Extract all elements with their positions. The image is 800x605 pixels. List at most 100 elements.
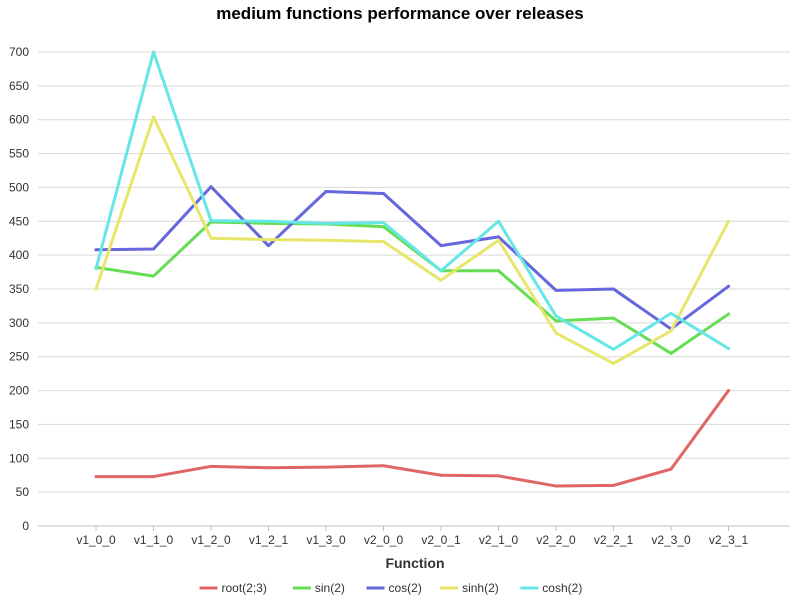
series-line: [94, 220, 730, 355]
y-tick-label: 450: [9, 214, 29, 228]
data-point: [324, 221, 328, 225]
legend-item: sin(2): [292, 581, 345, 595]
data-point: [267, 466, 270, 470]
data-point: [209, 185, 213, 189]
data-point: [324, 238, 328, 242]
legend-label: cos(2): [389, 581, 422, 595]
data-point: [727, 347, 730, 351]
data-point: [439, 473, 443, 477]
series-line: [94, 115, 730, 365]
x-tick-label: v2_3_1: [709, 533, 749, 547]
legend-item: cos(2): [366, 581, 422, 595]
x-axis-label: Function: [385, 555, 444, 571]
gridlines: [38, 51, 790, 527]
data-point: [267, 219, 270, 223]
y-tick-label: 0: [22, 519, 29, 533]
x-tick-label: v1_1_0: [134, 533, 174, 547]
x-tick-label: v1_2_1: [249, 533, 289, 547]
data-point: [554, 319, 558, 323]
data-point: [669, 351, 673, 355]
legend: root(2;3) sin(2) cos(2) sinh(2) cosh(2): [199, 581, 582, 595]
data-point: [152, 247, 155, 251]
data-point: [94, 475, 98, 479]
data-point: [612, 316, 615, 320]
series-line: [94, 389, 730, 488]
data-point: [152, 475, 155, 479]
data-point: [612, 361, 615, 365]
x-tick-label: v2_3_0: [651, 533, 691, 547]
y-tick-label: 50: [16, 485, 30, 499]
y-tick-label: 150: [9, 417, 29, 431]
series-line: [94, 185, 730, 331]
data-point: [152, 115, 155, 119]
y-tick-label: 650: [9, 79, 29, 93]
series-cos(2): [94, 185, 730, 331]
data-point: [439, 269, 443, 273]
legend-label: sinh(2): [462, 581, 499, 595]
series-sinh(2): [94, 115, 730, 365]
y-axis-ticks: 0 50 100 150 200 250 300 350 400 450 500 550 600 650 7…: [9, 45, 29, 533]
data-point: [497, 474, 500, 478]
series-cosh(2): [94, 50, 730, 351]
series-line: [94, 50, 730, 351]
data-point: [612, 347, 615, 351]
data-point: [497, 238, 500, 242]
legend-label: sin(2): [315, 581, 345, 595]
y-tick-label: 100: [9, 451, 29, 465]
y-tick-label: 200: [9, 384, 29, 398]
data-point: [497, 235, 500, 239]
x-tick-label: v1_3_0: [306, 533, 346, 547]
x-axis-ticks: v1_0_0 v1_1_0 v1_2_0 v1_2_1 v1_3_0 v2_0_0 v2_0…: [76, 526, 749, 547]
data-point: [382, 192, 385, 196]
data-point: [554, 484, 558, 488]
x-tick-label: v2_0_0: [364, 533, 404, 547]
data-point: [612, 287, 615, 291]
data-point: [382, 225, 385, 229]
x-tick-label: v1_0_0: [76, 533, 116, 547]
data-point: [152, 274, 155, 278]
data-point: [554, 288, 558, 292]
legend-item: cosh(2): [520, 581, 582, 595]
legend-item: root(2;3): [199, 581, 267, 595]
chart-title: medium functions performance over releas…: [216, 4, 584, 23]
data-point: [209, 464, 213, 468]
data-point: [267, 238, 270, 242]
series-root(2;3): [94, 389, 730, 488]
y-tick-label: 500: [9, 180, 29, 194]
data-point: [209, 219, 213, 223]
data-point: [324, 465, 328, 469]
x-tick-label: v1_2_0: [191, 533, 231, 547]
y-tick-label: 250: [9, 350, 29, 364]
data-point: [497, 219, 500, 223]
data-point: [439, 244, 443, 248]
data-point: [727, 219, 730, 223]
y-tick-label: 400: [9, 248, 29, 262]
data-point: [727, 284, 730, 288]
series-lines: [94, 50, 730, 488]
data-point: [497, 269, 500, 273]
y-tick-label: 550: [9, 147, 29, 161]
data-point: [669, 311, 673, 315]
data-point: [94, 248, 98, 252]
data-point: [209, 236, 213, 240]
legend-label: root(2;3): [222, 581, 267, 595]
x-tick-label: v2_2_1: [594, 533, 634, 547]
data-point: [554, 314, 558, 318]
data-point: [382, 464, 385, 468]
data-point: [727, 389, 730, 393]
x-tick-label: v2_1_0: [479, 533, 519, 547]
data-point: [669, 467, 673, 471]
data-point: [267, 244, 270, 248]
data-point: [94, 287, 98, 291]
y-tick-label: 600: [9, 113, 29, 127]
x-tick-label: v2_2_0: [536, 533, 576, 547]
data-point: [324, 189, 328, 193]
y-tick-label: 300: [9, 316, 29, 330]
data-point: [382, 221, 385, 225]
data-point: [727, 312, 730, 316]
x-tick-label: v2_0_1: [421, 533, 461, 547]
data-point: [554, 331, 558, 335]
data-point: [94, 267, 98, 271]
